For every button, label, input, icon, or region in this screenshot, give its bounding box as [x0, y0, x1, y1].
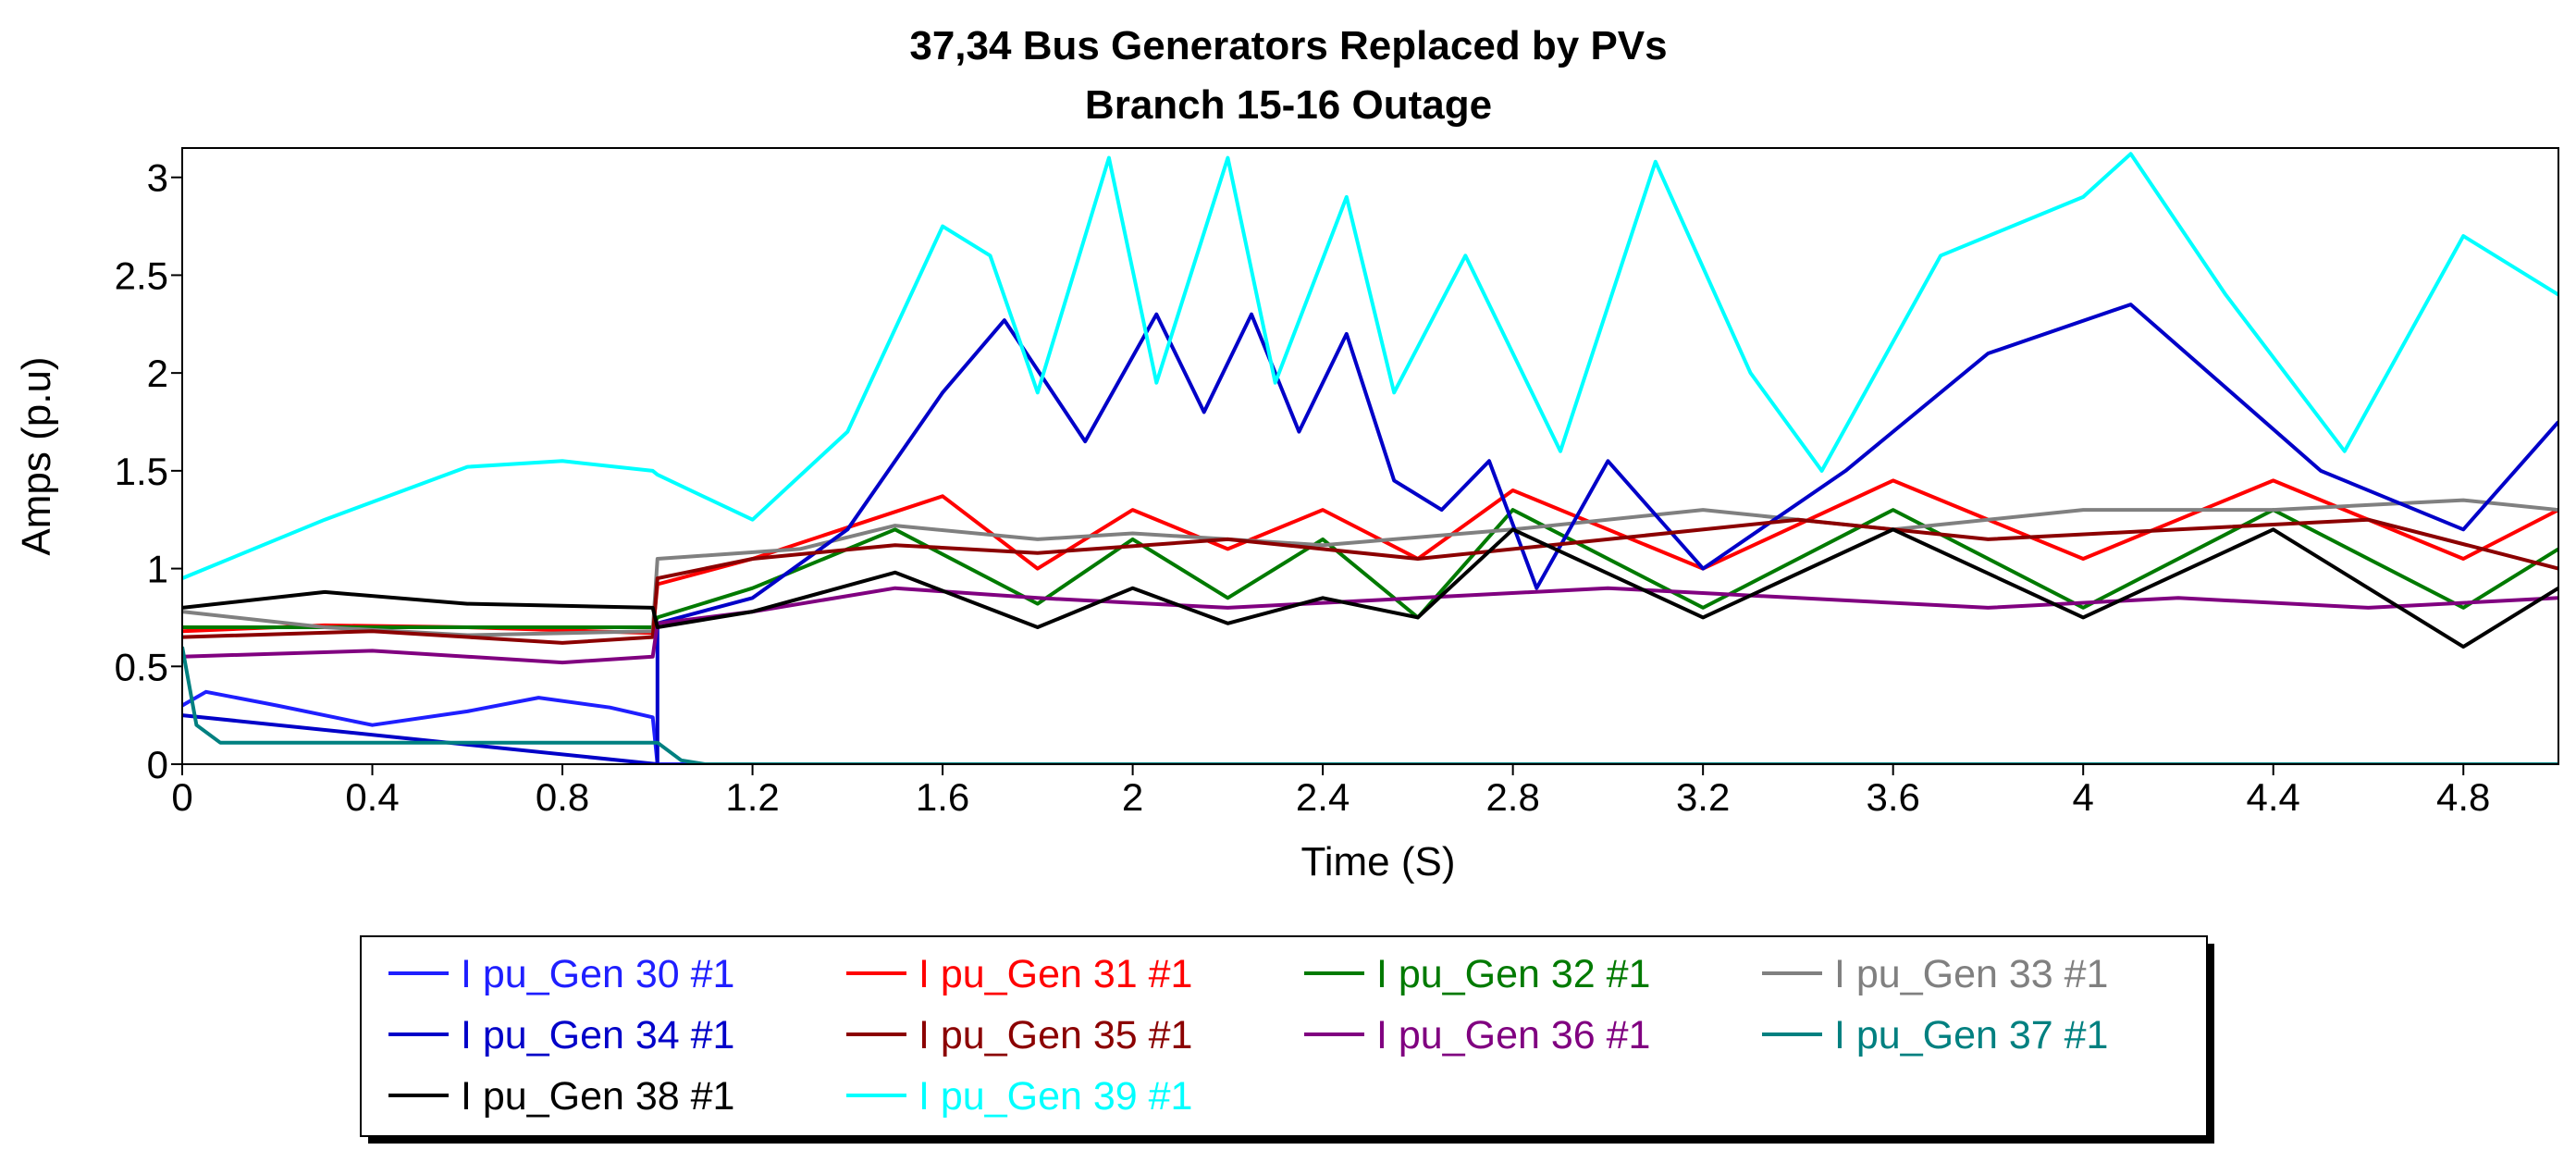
x-axis-ticks: 0 0.4 0.8 1.2 1.6 2 2.4 2.8 3.2 3.6 4 4.4 4.8	[171, 764, 2490, 819]
series-line-9	[182, 527, 2558, 649]
legend-box	[360, 935, 2208, 1137]
x-tick-label: 1.2	[725, 775, 779, 819]
y-tick-label: 1	[147, 548, 168, 591]
series-line-8	[182, 646, 2558, 764]
legend-label: I pu_Gen 36 #1	[1376, 1013, 1650, 1057]
x-tick-label: 0.4	[345, 775, 399, 819]
y-axis-ticks: 0 0.5 1 1.5 2 2.5 3	[115, 156, 182, 786]
legend-label: I pu_Gen 37 #1	[1834, 1013, 2108, 1057]
y-tick-label: 0	[147, 743, 168, 786]
legend-label: I pu_Gen 31 #1	[918, 952, 1192, 996]
x-axis-label: Time (S)	[1300, 839, 1455, 884]
x-tick-label: 3.6	[1866, 775, 1919, 819]
x-tick-label: 3.2	[1676, 775, 1730, 819]
y-tick-label: 2.5	[115, 253, 168, 297]
legend-label: I pu_Gen 30 #1	[461, 952, 734, 996]
chart-title-line-2: Branch 15-16 Outage	[1085, 82, 1492, 128]
series-line-6	[182, 517, 2558, 645]
legend-label: I pu_Gen 38 #1	[461, 1074, 734, 1119]
y-tick-label: 1.5	[115, 450, 168, 493]
legend-label: I pu_Gen 34 #1	[461, 1013, 734, 1057]
legend-label: I pu_Gen 32 #1	[1376, 952, 1650, 996]
y-tick-label: 0.5	[115, 645, 168, 688]
series-line-7	[182, 586, 2558, 665]
x-tick-label: 2.8	[1485, 775, 1539, 819]
x-tick-label: 2.4	[1296, 775, 1350, 819]
plot-area-frame	[181, 147, 2559, 765]
chart-title-line-1: 37,34 Bus Generators Replaced by PVs	[909, 23, 1667, 68]
x-tick-label: 0	[171, 775, 192, 819]
y-tick-label: 3	[147, 156, 168, 200]
x-tick-label: 2	[1122, 775, 1143, 819]
legend-label: I pu_Gen 35 #1	[918, 1013, 1192, 1057]
legend-label: I pu_Gen 39 #1	[918, 1074, 1192, 1119]
y-tick-label: 2	[147, 352, 168, 395]
x-tick-label: 4.8	[2436, 775, 2490, 819]
x-tick-label: 4.4	[2247, 775, 2300, 819]
y-axis-label: Amps (p.u)	[14, 356, 59, 555]
series-line-2	[182, 478, 2558, 636]
series-line-4	[182, 498, 2558, 637]
series-line-5	[182, 303, 2558, 764]
x-tick-label: 0.8	[536, 775, 589, 819]
x-tick-label: 1.6	[916, 775, 969, 819]
x-tick-label: 4	[2073, 775, 2094, 819]
legend-label: I pu_Gen 33 #1	[1834, 952, 2108, 996]
series-line-10	[182, 152, 2558, 580]
legend: I pu_Gen 30 #1 I pu_Gen 31 #1 I pu_Gen 32 …	[388, 952, 2108, 1119]
series-group	[182, 152, 2558, 764]
series-line-1	[182, 689, 2558, 764]
